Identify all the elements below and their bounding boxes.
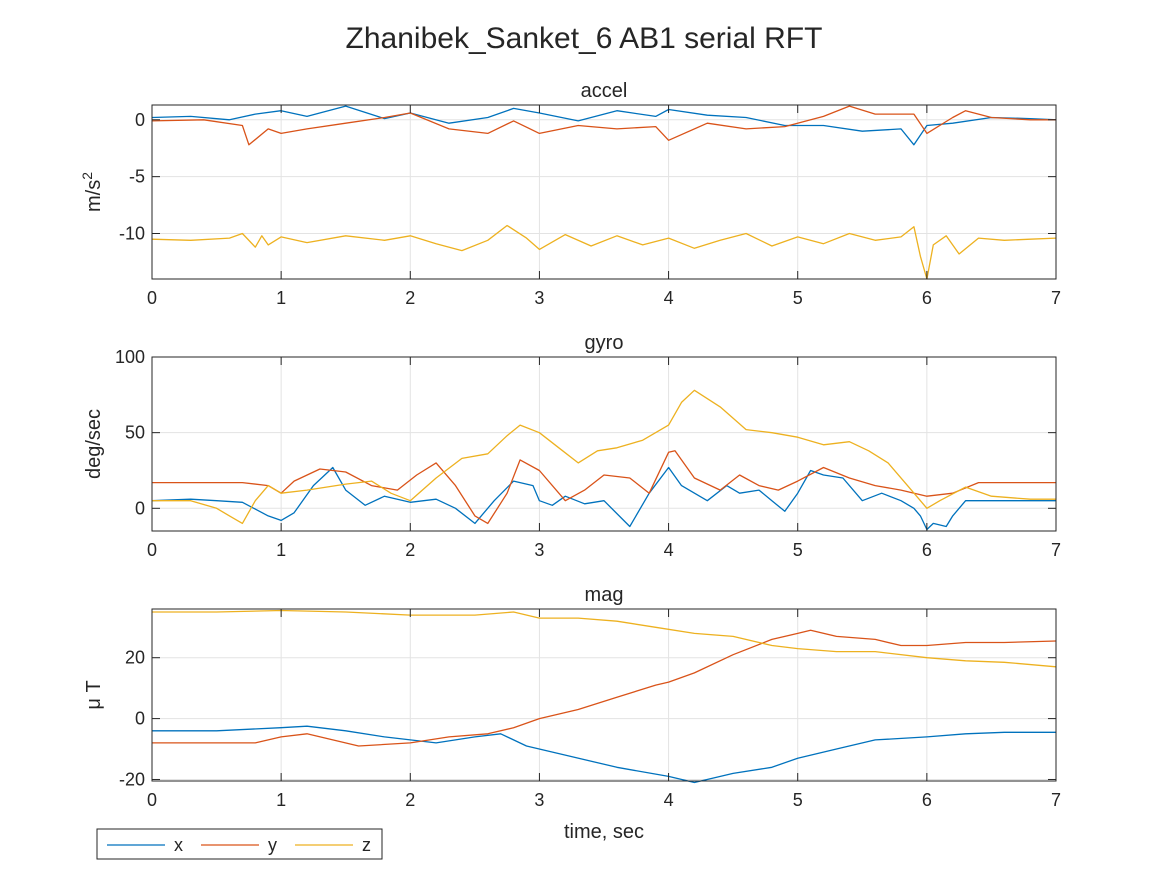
panel-gyro: 0 1 2 3 4 5 6 7 0 50 100 gyro deg/sec (83, 332, 1061, 560)
series-line-x (152, 725, 1056, 784)
x-tick-label: 2 (405, 790, 415, 810)
x-tick-label: 0 (147, 790, 157, 810)
y-tick-label: -5 (129, 167, 145, 187)
x-tick-label: 0 (147, 288, 157, 308)
panel-title: accel (581, 80, 628, 102)
x-tick-label: 2 (405, 288, 415, 308)
y-tick-label: 0 (135, 709, 145, 729)
x-tick-label: 3 (534, 288, 544, 308)
series-line-y (152, 450, 1056, 525)
y-tick-label: 100 (115, 347, 145, 367)
legend: x y z (96, 828, 383, 860)
y-tick-label: 20 (125, 648, 145, 668)
y-tick-label: -20 (119, 769, 145, 789)
x-tick-label: 5 (793, 288, 803, 308)
series-line-y (152, 629, 1057, 747)
legend-label-z: z (362, 835, 371, 855)
panel-title: mag (585, 584, 624, 606)
x-tick-label: 5 (793, 540, 803, 560)
axes-frame (151, 608, 1057, 782)
x-tick-label: 3 (534, 540, 544, 560)
y-axis-label: m/s2 (79, 172, 105, 212)
x-tick-label: 1 (276, 790, 286, 810)
x-tick-label: 7 (1051, 790, 1061, 810)
y-axis-label: deg/sec (83, 409, 105, 479)
x-tick-label: 4 (664, 540, 674, 560)
figure-title: Zhanibek_Sanket_6 AB1 serial RFT (346, 22, 823, 55)
legend-label-y: y (268, 835, 277, 855)
x-tick-label: 4 (664, 790, 674, 810)
panel-title: gyro (585, 332, 624, 354)
series-line-x (151, 105, 1057, 146)
axes-frame (151, 356, 1057, 532)
series-line-z (151, 224, 1057, 280)
x-tick-label: 0 (147, 540, 157, 560)
y-tick-label: -10 (119, 224, 145, 244)
x-tick-label: 7 (1051, 540, 1061, 560)
x-tick-label: 2 (405, 540, 415, 560)
series-line-z (152, 389, 1056, 525)
panel-accel: 0 1 2 3 4 5 6 7 -10 -5 0 accel m/s2 (79, 80, 1061, 308)
y-tick-label: 0 (135, 110, 145, 130)
plot-area (152, 357, 1056, 531)
legend-label-x: x (174, 835, 183, 855)
x-tick-label: 7 (1051, 288, 1061, 308)
series-line-y (151, 105, 1056, 146)
plot-area (152, 609, 1056, 781)
legend-box (96, 828, 383, 860)
x-tick-label: 4 (664, 288, 674, 308)
plot-area (152, 105, 1056, 279)
series-line-z (152, 609, 1057, 668)
x-axis-label: time, sec (564, 821, 644, 843)
x-tick-label: 6 (922, 790, 932, 810)
x-tick-label: 5 (793, 790, 803, 810)
x-tick-label: 3 (534, 790, 544, 810)
x-tick-label: 1 (276, 540, 286, 560)
y-tick-label: 50 (125, 423, 145, 443)
x-tick-label: 1 (276, 288, 286, 308)
x-tick-label: 6 (922, 288, 932, 308)
axes-frame (151, 104, 1057, 280)
x-tick-label: 6 (922, 540, 932, 560)
y-tick-label: 0 (135, 498, 145, 518)
y-axis-label: μ T (83, 680, 105, 709)
